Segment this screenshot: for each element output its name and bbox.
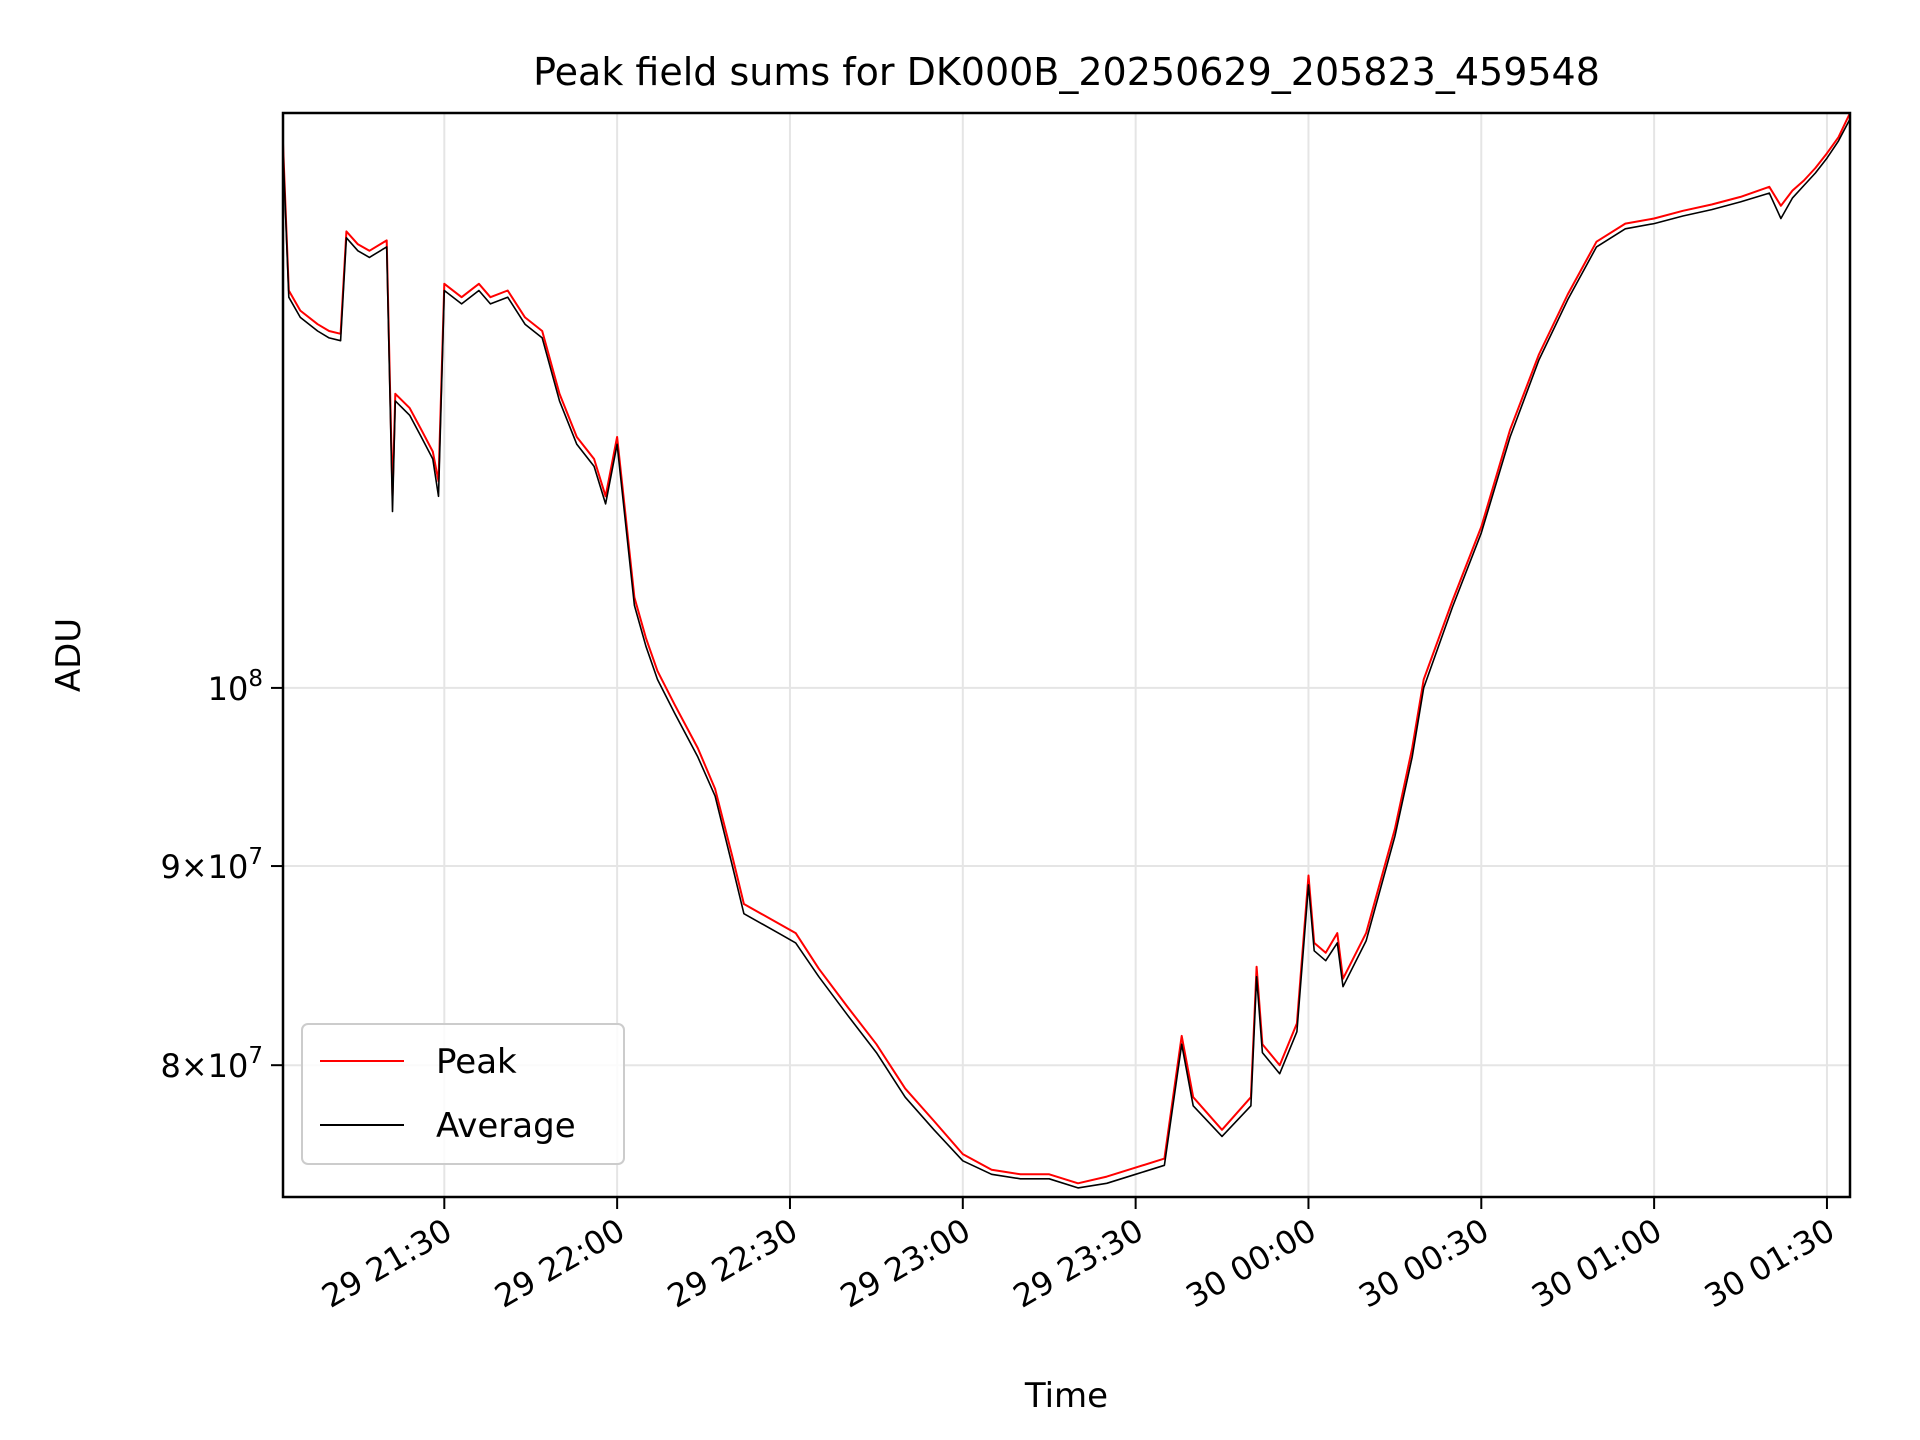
legend: Peak Average bbox=[301, 1023, 625, 1165]
x-tick-label: 29 23:30 bbox=[1007, 1211, 1150, 1315]
series-layer bbox=[282, 112, 1851, 1189]
y-tick-label: 108 bbox=[208, 666, 263, 708]
x-tick-label: 29 21:30 bbox=[315, 1211, 458, 1315]
x-tick-label: 30 00:00 bbox=[1180, 1211, 1323, 1315]
x-tick-label: 30 01:30 bbox=[1698, 1211, 1841, 1315]
x-axis: 29 21:30 29 22:00 29 22:30 29 23:00 29 23:30… bbox=[315, 1197, 1841, 1315]
plot-frame bbox=[281, 111, 1852, 1199]
y-axis: 8×107 9×107 108 bbox=[160, 666, 283, 1085]
y-tick-label: 9×107 bbox=[160, 844, 263, 886]
x-tick-label: 29 23:00 bbox=[834, 1211, 977, 1315]
grid bbox=[283, 113, 1850, 1197]
x-tick-label: 30 01:00 bbox=[1525, 1211, 1668, 1315]
chart-title: Peak field sums for DK000B_20250629_2058… bbox=[533, 50, 1600, 94]
x-tick-label: 29 22:30 bbox=[661, 1211, 804, 1315]
x-tick-label: 29 22:00 bbox=[488, 1211, 631, 1315]
series-line-average bbox=[282, 118, 1851, 1189]
legend-box bbox=[301, 1023, 625, 1165]
x-tick-label: 30 00:30 bbox=[1352, 1211, 1495, 1315]
legend-label-peak: Peak bbox=[436, 1042, 517, 1082]
legend-label-average: Average bbox=[436, 1106, 576, 1146]
series-line-peak bbox=[282, 112, 1851, 1185]
y-tick-label: 8×107 bbox=[160, 1043, 263, 1085]
y-axis-label: ADU bbox=[49, 618, 89, 692]
x-axis-label: Time bbox=[1024, 1376, 1108, 1416]
